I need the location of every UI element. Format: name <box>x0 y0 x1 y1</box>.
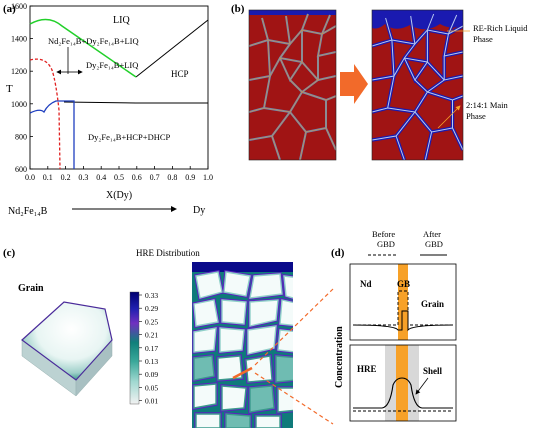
grain-label: Grain <box>18 283 44 294</box>
colorbar-tick-label: 0.01 <box>145 397 158 406</box>
gb-label: GB <box>397 279 410 289</box>
y-axis-label: T <box>6 83 13 95</box>
y-tick-label: 600 <box>15 165 27 174</box>
colorbar-tick-label: 0.21 <box>145 331 158 340</box>
y-tick-label: 800 <box>15 132 27 141</box>
x-tick-label: 1.0 <box>203 173 213 182</box>
legend-before-line1: Before <box>372 229 395 239</box>
colorbar-tick-label: 0.13 <box>145 357 158 366</box>
x-tick-label: 0.7 <box>150 173 160 182</box>
panel-c-tag: (c) <box>3 247 16 259</box>
microstructure-before <box>249 10 336 160</box>
y-tick-label: 1400 <box>11 35 27 44</box>
nd-profile-plot: Nd GB Grain <box>349 263 457 341</box>
liquidus-green-line <box>29 18 137 78</box>
hre-profile-plot: HRE Shell <box>349 344 457 422</box>
shell-label: Shell <box>423 366 443 376</box>
x-tick-label: 0.0 <box>25 173 35 182</box>
grain-profile-label: Grain <box>421 299 444 309</box>
grain-3d-model <box>21 301 113 397</box>
liquid-phase-label: RE-Rich Liquid <box>473 23 528 33</box>
hre-field-map <box>192 262 293 428</box>
colorbar-tick-label: 0.05 <box>145 383 158 392</box>
concentration-axis-label: Concentration <box>334 326 345 388</box>
liquidus-hcp-line <box>135 19 209 78</box>
y-tick-label: 1600 <box>11 2 27 11</box>
x-tick-label: 0.5 <box>114 173 124 182</box>
colorbar-tick-label: 0.09 <box>145 370 158 379</box>
region-low-label: Dy₂Fe₁₄B+HCP+DHCP <box>88 132 171 142</box>
x-ticks: 0.0 0.1 0.2 0.3 0.4 0.5 0.6 0.7 0.8 0.9 1.0 <box>25 166 213 182</box>
colorbar-tick-label: 0.17 <box>145 344 158 353</box>
y-ticks: 1600 1400 1200 1000 800 600 <box>11 2 33 174</box>
hre-distribution-title: HRE Distribution <box>136 248 200 258</box>
panel-b: (b) RE-Rich Liquid Phase 2:14:1 Main Pha… <box>231 3 528 161</box>
y-tick-label: 1200 <box>11 67 27 76</box>
panel-a-tag: (a) <box>3 3 16 15</box>
x-tick-label: 0.1 <box>43 173 53 182</box>
composition-right-label: Dy <box>193 205 205 216</box>
colorbar-tick-label: 0.33 <box>145 291 158 300</box>
two-phase-label: Dy₂Fe₁₄B+LIQ <box>86 60 138 70</box>
probe-line <box>232 366 253 380</box>
blue-boundary <box>29 100 75 169</box>
phase-plot-frame <box>29 5 209 170</box>
svg-text:Phase: Phase <box>473 34 493 44</box>
colorbar-ticks: 0.33 0.29 0.25 0.21 0.17 0.13 0.09 0.05 0.01 <box>139 291 158 406</box>
panel-b-tag: (b) <box>231 3 245 15</box>
main-phase-label: 2:14:1 Main <box>466 100 509 110</box>
composition-left-label: Nd₂Fe₁₄B <box>8 206 48 217</box>
colorbar-tick-label: 0.29 <box>145 304 158 313</box>
x-tick-label: 0.9 <box>185 173 195 182</box>
transition-arrow <box>340 64 368 104</box>
svg-text:GBD: GBD <box>425 239 443 249</box>
three-phase-label: Nd₂Fe₁₄B+Dy₂Fe₁₄B+LIQ <box>48 36 139 46</box>
svg-text:GBD: GBD <box>377 239 395 249</box>
x-tick-label: 0.3 <box>78 173 88 182</box>
y-tick-label: 1000 <box>11 100 27 109</box>
colorbar <box>129 291 140 405</box>
nd-label: Nd <box>360 279 372 289</box>
red-dashed-boundary <box>29 58 61 170</box>
panel-d-tag: (d) <box>331 247 345 259</box>
region-hcp-label: HCP <box>171 69 189 79</box>
legend-after-line1: After <box>423 229 441 239</box>
microstructure-after <box>372 10 463 160</box>
svg-text:Phase: Phase <box>466 111 486 121</box>
solidus-line <box>63 101 208 104</box>
x-axis-label: X(Dy) <box>106 190 132 201</box>
colorbar-tick-label: 0.25 <box>145 317 158 326</box>
region-liq-label: LIQ <box>113 15 130 26</box>
panel-c: (c) HRE Distribution Grain 0.330.290.250… <box>3 247 334 428</box>
x-tick-label: 0.4 <box>96 173 106 182</box>
x-tick-label: 0.6 <box>132 173 142 182</box>
hre-label: HRE <box>357 364 377 374</box>
panel-d: (d) Before GBD After GBD Concentration N… <box>331 229 457 422</box>
x-tick-label: 0.8 <box>167 173 177 182</box>
zoom-line-bottom <box>254 372 334 425</box>
x-tick-label: 0.2 <box>61 173 71 182</box>
